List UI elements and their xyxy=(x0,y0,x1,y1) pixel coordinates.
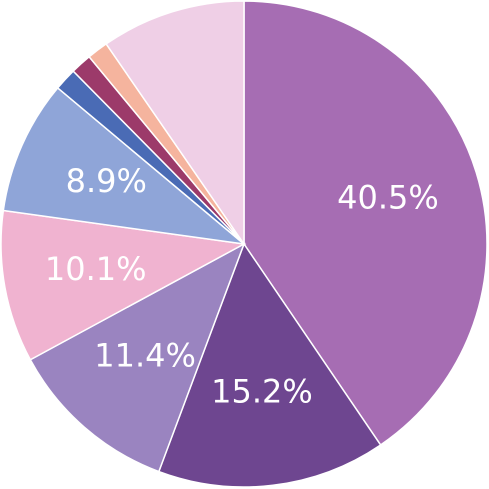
slice-label: 8.9% xyxy=(66,162,147,200)
pie-slice xyxy=(243,0,488,447)
slice-label: 40.5% xyxy=(337,179,439,217)
pie-slice xyxy=(105,0,245,247)
pie-slice xyxy=(2,86,247,246)
slice-label: 15.2% xyxy=(211,373,313,411)
pie-slice xyxy=(29,242,246,473)
slice-label: 10.1% xyxy=(45,250,147,288)
pie-slice xyxy=(157,242,382,488)
pie-slice xyxy=(0,209,247,361)
slice-label: 11.4% xyxy=(94,337,196,375)
